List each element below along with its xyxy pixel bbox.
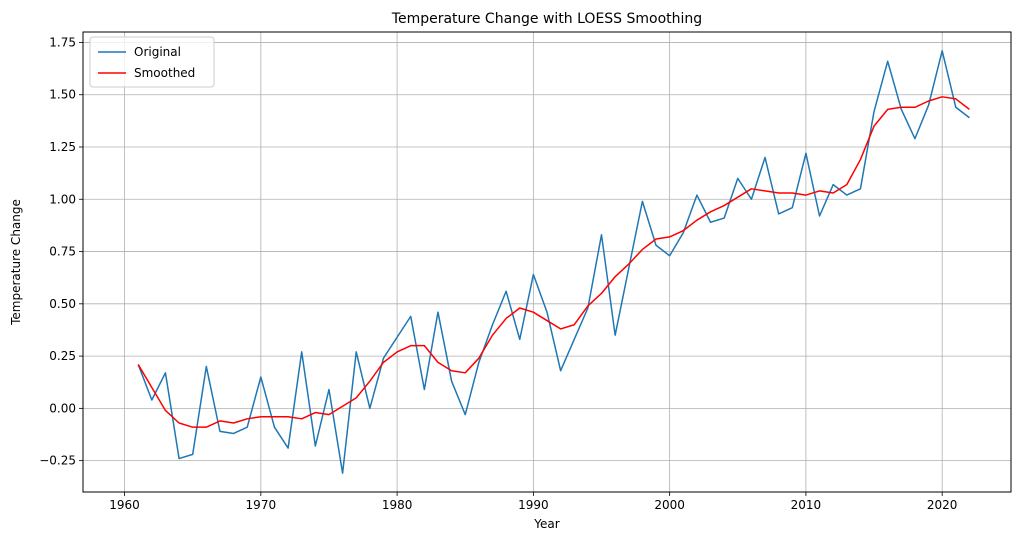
x-tick-label: 2020	[927, 498, 958, 512]
legend-label-original: Original	[134, 45, 181, 59]
legend-box	[89, 36, 215, 88]
plot-area	[83, 32, 1011, 492]
legend: Original Smoothed	[89, 36, 215, 88]
y-tick-label: 0.50	[49, 297, 76, 311]
x-axis: 1960 1970 1980 1990 2000 2010 2020	[109, 492, 957, 512]
x-tick-label: 1980	[382, 498, 413, 512]
y-axis-label: Temperature Change	[9, 199, 23, 326]
y-tick-label: 0.75	[49, 245, 76, 259]
x-tick-label: 1960	[109, 498, 140, 512]
x-axis-label: Year	[533, 517, 559, 531]
series-line-original	[137, 50, 970, 474]
series-layer	[137, 50, 970, 474]
series-line-smoothed	[137, 96, 970, 428]
y-tick-label: 1.75	[49, 35, 76, 49]
grid	[83, 32, 1011, 492]
y-tick-label: 1.25	[49, 140, 76, 154]
y-tick-label: 0.25	[49, 349, 76, 363]
chart-title: Temperature Change with LOESS Smoothing	[391, 11, 702, 27]
plot-frame	[82, 31, 1012, 493]
x-tick-label: 1990	[518, 498, 549, 512]
y-tick-label: −0.25	[39, 454, 76, 468]
x-tick-label: 2000	[654, 498, 685, 512]
y-tick-label: 0.00	[49, 401, 76, 415]
legend-label-smoothed: Smoothed	[134, 66, 195, 80]
y-tick-label: 1.50	[49, 88, 76, 102]
x-tick-label: 1970	[246, 498, 277, 512]
y-tick-label: 1.00	[49, 192, 76, 206]
x-tick-label: 2010	[791, 498, 822, 512]
y-axis: −0.25 0.00 0.25 0.50 0.75 1.00 1.25 1.50 1.75	[39, 35, 83, 468]
